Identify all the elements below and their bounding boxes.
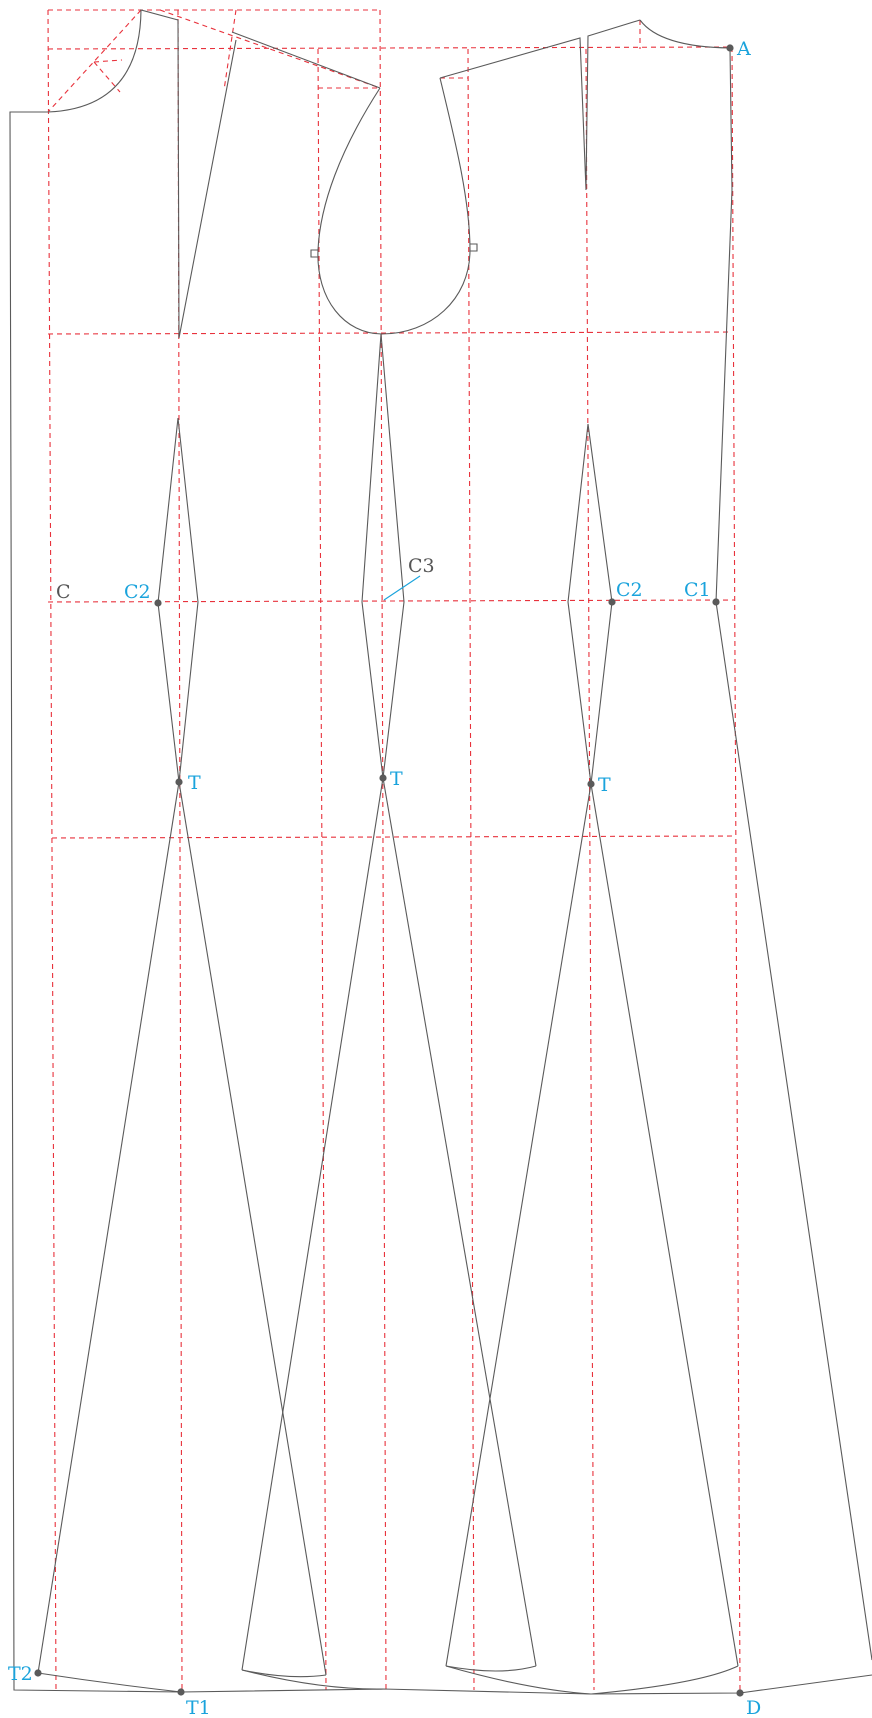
pattern-points <box>34 44 744 1697</box>
back-panel-left <box>445 783 592 1667</box>
grid-line-waist <box>47 599 735 603</box>
label-c3: C3 <box>408 555 435 577</box>
hem-back <box>445 1665 592 1695</box>
back-panel-right <box>590 783 739 1667</box>
label-t1: T1 <box>186 1697 211 1718</box>
point-t-side <box>379 774 387 782</box>
label-c1: C1 <box>684 579 711 601</box>
label-t-back: T <box>598 774 611 796</box>
back-shoulder <box>439 19 641 191</box>
point-c1 <box>712 598 720 606</box>
grid-line-hip <box>51 835 737 839</box>
point-c2-left <box>154 599 162 607</box>
grid-line-side-front <box>317 48 327 1691</box>
side-waist-dart <box>361 333 405 779</box>
label-t-front: T <box>188 772 201 794</box>
side-panel-left <box>241 777 384 1671</box>
hem-back-center <box>590 1665 739 1695</box>
front-panel-left <box>37 781 180 1674</box>
pattern-outlines <box>9 9 872 1695</box>
grid-line-neck-diagonal <box>47 9 142 113</box>
point-t-back <box>587 780 595 788</box>
grid-line-neck-box-b <box>93 59 123 63</box>
front-neckline <box>47 9 179 113</box>
hem-front <box>37 1672 182 1693</box>
point-t-front <box>175 778 183 786</box>
grid-line-shoulder-tip <box>223 9 237 91</box>
c3-leader-line <box>383 575 421 601</box>
label-c2-left: C2 <box>124 581 151 603</box>
grid-line-side <box>379 9 387 1691</box>
label-t-side: T <box>390 768 403 790</box>
side-panel-right <box>382 777 537 1667</box>
hem-side-back <box>445 1665 537 1672</box>
point-a <box>726 44 734 52</box>
armhole-notch-back <box>470 243 478 252</box>
back-neckline <box>639 19 731 49</box>
construction-grid <box>47 9 741 1691</box>
grid-line-armhole <box>47 331 733 335</box>
grid-line-side-back <box>467 48 475 1691</box>
grid-line-shoulder <box>47 46 731 50</box>
point-c2-right <box>608 598 616 606</box>
front-shoulder-dart <box>177 19 237 339</box>
grid-line-shoulder-slope <box>159 9 381 89</box>
point-d <box>736 1689 744 1697</box>
point-t1 <box>177 1688 185 1696</box>
label-c: C <box>56 581 71 603</box>
pattern-labels: A C C2 C2 C1 C3 T T T T2 T1 D <box>8 38 761 1718</box>
front-center-edge <box>9 111 872 1695</box>
grid-line-back-center <box>731 46 741 1691</box>
front-shoulder <box>231 31 381 89</box>
grid-line-back-dart <box>585 48 595 1691</box>
point-t2 <box>34 1669 42 1677</box>
grid-line-neck-box-a <box>93 61 121 93</box>
front-waist-dart <box>157 417 199 783</box>
grid-line-front-center <box>47 9 57 1691</box>
back-center-seam <box>715 47 872 1661</box>
label-a: A <box>736 38 751 60</box>
front-panel-right <box>178 781 327 1676</box>
hem-side <box>241 1669 384 1690</box>
label-c2-right: C2 <box>616 579 643 601</box>
label-d: D <box>746 1697 761 1718</box>
label-t2: T2 <box>8 1663 33 1685</box>
back-waist-dart <box>567 423 613 785</box>
armhole-curve <box>317 77 471 335</box>
armhole-notch-front <box>310 249 318 258</box>
